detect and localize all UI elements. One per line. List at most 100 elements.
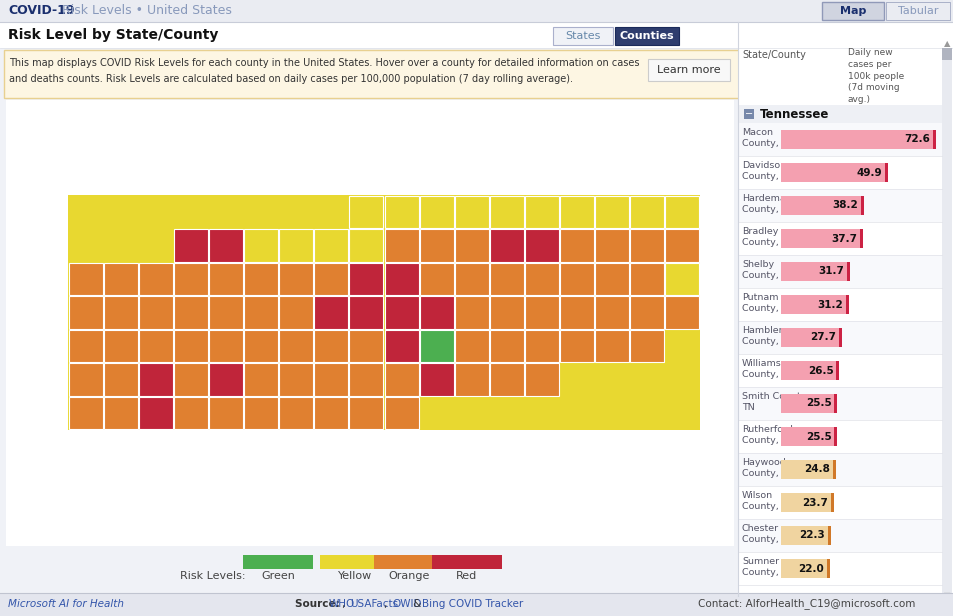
Bar [630, 196, 663, 228]
Text: Shelby
County, TN: Shelby County, TN [741, 260, 794, 280]
Bar [781, 394, 834, 413]
Bar [419, 196, 453, 228]
Bar [553, 27, 613, 45]
Bar [781, 328, 838, 347]
Text: Hardeman
County, TN: Hardeman County, TN [741, 194, 794, 214]
Bar [209, 263, 243, 295]
Bar [595, 263, 629, 295]
Bar [738, 0, 953, 596]
Bar [244, 263, 277, 295]
Bar [826, 559, 829, 578]
Bar [490, 263, 523, 295]
Bar [932, 130, 935, 149]
Text: Williamson
County, TN: Williamson County, TN [741, 359, 794, 379]
Bar [314, 397, 348, 429]
Text: 31.2: 31.2 [817, 299, 842, 309]
Text: Wilson
County, TN: Wilson County, TN [741, 491, 794, 511]
Bar [845, 295, 848, 314]
Bar [173, 397, 208, 429]
Bar [859, 229, 862, 248]
Bar [738, 519, 941, 552]
Text: Learn more: Learn more [657, 65, 720, 75]
Bar [665, 229, 699, 262]
Text: Risk Level by State/County: Risk Level by State/County [8, 28, 218, 42]
Text: States: States [565, 31, 600, 41]
Text: Orange: Orange [388, 571, 429, 581]
Bar [524, 330, 558, 362]
Bar [743, 109, 753, 119]
Text: Green: Green [261, 571, 294, 581]
Text: COVID-19: COVID-19 [8, 4, 74, 17]
Bar [104, 263, 137, 295]
Bar [104, 296, 137, 329]
Bar [384, 263, 418, 295]
Text: 22.0: 22.0 [798, 564, 823, 573]
Bar [243, 555, 313, 569]
Bar [781, 130, 932, 149]
Text: Red: Red [456, 571, 477, 581]
Text: WHO: WHO [329, 599, 355, 609]
Bar [349, 296, 383, 329]
Bar [827, 526, 830, 545]
Bar [244, 397, 277, 429]
Text: 49.9: 49.9 [856, 168, 882, 177]
Bar [665, 196, 699, 228]
Text: Yellow: Yellow [337, 571, 372, 581]
Text: Haywood
County, TN: Haywood County, TN [741, 458, 794, 478]
Bar [846, 262, 849, 281]
Bar [559, 263, 594, 295]
Text: State/County: State/County [741, 50, 805, 60]
Text: 26.5: 26.5 [807, 365, 833, 376]
Bar [209, 229, 243, 262]
Bar [173, 363, 208, 396]
Text: 25.5: 25.5 [804, 399, 830, 408]
Text: Tennessee: Tennessee [760, 108, 828, 121]
Bar [455, 296, 488, 329]
Bar [139, 330, 172, 362]
Bar [738, 486, 941, 519]
Text: Risk Levels:: Risk Levels: [180, 571, 245, 581]
Bar [738, 105, 941, 123]
Bar [455, 330, 488, 362]
Text: 37.7: 37.7 [830, 233, 856, 243]
Text: Tabular: Tabular [897, 6, 937, 16]
Bar [738, 222, 941, 255]
Bar [524, 229, 558, 262]
Bar [384, 363, 418, 396]
Bar [69, 363, 102, 396]
Text: Rutherford
County, TN: Rutherford County, TN [741, 425, 794, 445]
Bar [419, 296, 453, 329]
Text: 23.7: 23.7 [801, 498, 827, 508]
Bar [349, 363, 383, 396]
Bar [647, 59, 729, 81]
Bar [314, 296, 348, 329]
Text: OWID: OWID [393, 599, 422, 609]
Bar [279, 229, 313, 262]
Bar [781, 493, 830, 512]
Bar [738, 123, 941, 156]
Text: 25.5: 25.5 [804, 431, 830, 442]
Bar [0, 593, 953, 616]
Bar [595, 196, 629, 228]
Bar [349, 330, 383, 362]
Bar [173, 296, 208, 329]
Bar [834, 394, 837, 413]
Bar [0, 22, 953, 48]
Text: 31.7: 31.7 [818, 267, 843, 277]
Bar [69, 296, 102, 329]
Bar [832, 460, 835, 479]
Text: &: & [410, 599, 424, 609]
Bar [630, 229, 663, 262]
Bar [279, 330, 313, 362]
Bar [490, 330, 523, 362]
Bar [490, 296, 523, 329]
Bar [559, 229, 594, 262]
Bar [455, 263, 488, 295]
Bar [244, 330, 277, 362]
Bar [781, 262, 846, 281]
Text: Risk Levels • United States: Risk Levels • United States [58, 4, 232, 17]
Bar [209, 363, 243, 396]
Text: 72.6: 72.6 [903, 134, 929, 145]
Bar [209, 330, 243, 362]
Bar [559, 330, 594, 362]
